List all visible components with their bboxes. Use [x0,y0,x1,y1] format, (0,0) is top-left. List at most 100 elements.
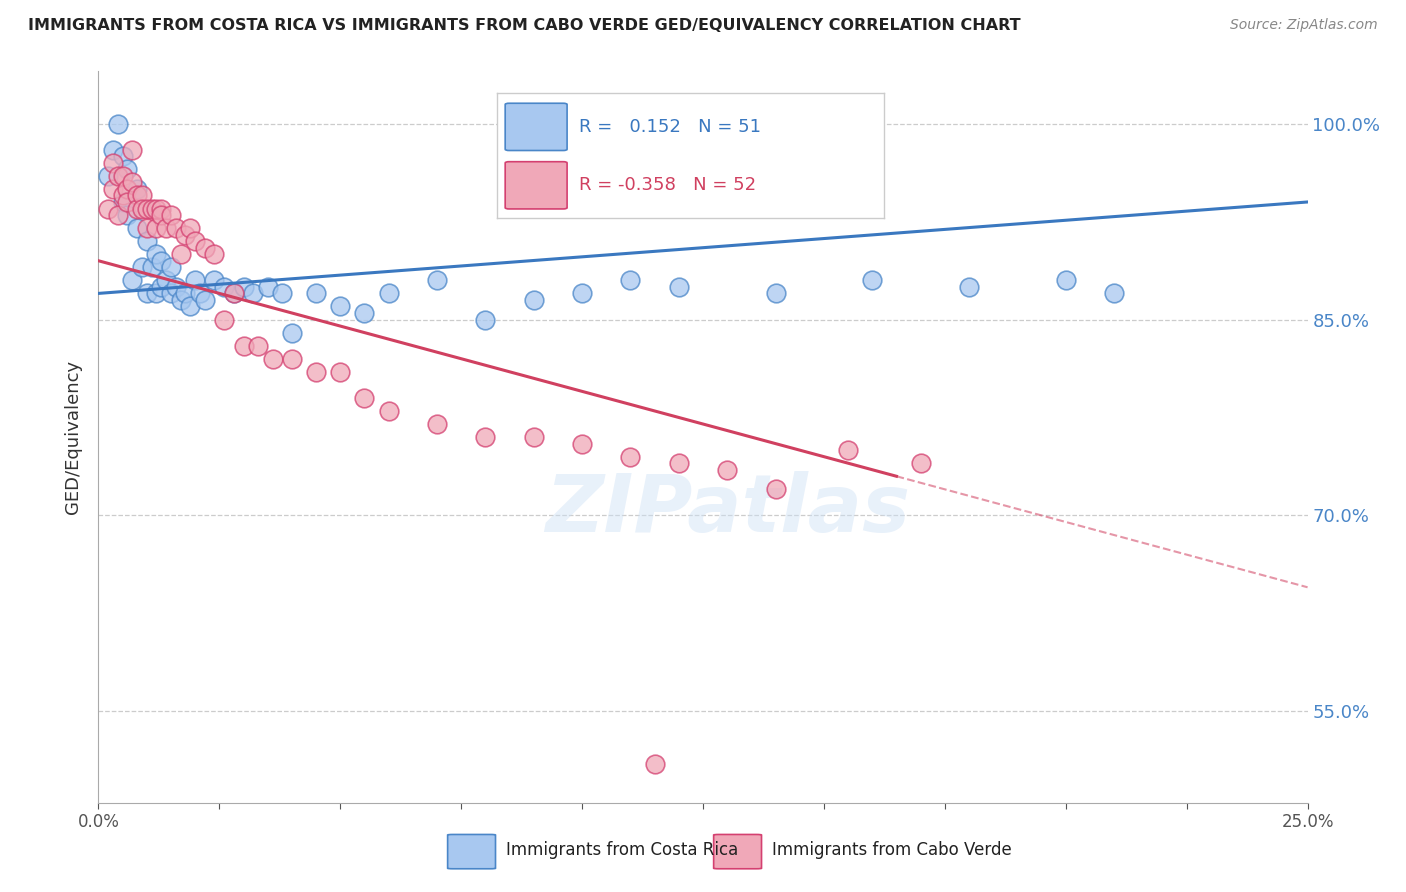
Point [150,280,173,294]
Point [305,286,328,301]
Point [305,365,328,379]
Point [107,169,129,183]
Point [329,300,352,314]
Point [957,280,980,294]
Point [135,221,157,235]
Point [194,241,217,255]
Point [1054,273,1077,287]
Point [212,312,235,326]
Point [247,339,270,353]
Point [765,483,787,497]
Point [165,280,187,294]
Point [145,247,167,261]
Point [145,202,167,216]
Point [121,143,143,157]
Point [426,417,449,431]
Point [619,273,641,287]
Point [184,273,207,287]
Point [523,430,546,444]
Text: ZIPatlas: ZIPatlas [544,471,910,549]
Point [353,306,375,320]
Point [188,286,211,301]
Point [523,293,546,307]
Point [242,286,264,301]
Point [101,156,124,170]
Point [117,182,139,196]
Point [117,208,139,222]
Point [222,286,245,301]
Text: IMMIGRANTS FROM COSTA RICA VS IMMIGRANTS FROM CABO VERDE GED/EQUIVALENCY CORRELA: IMMIGRANTS FROM COSTA RICA VS IMMIGRANTS… [28,18,1021,33]
Point [145,221,167,235]
Point [169,293,191,307]
Point [101,143,124,157]
Point [160,260,183,275]
Point [262,351,284,366]
Point [135,286,157,301]
Point [619,450,641,464]
Point [179,221,201,235]
Point [160,286,183,301]
Point [141,260,163,275]
Point [571,286,593,301]
Point [111,188,134,202]
Point [571,436,593,450]
Point [860,273,883,287]
Point [155,273,177,287]
Point [281,326,304,340]
Point [212,280,235,294]
Point [117,162,139,177]
Point [117,194,139,209]
Point [107,208,129,222]
Point [232,339,254,353]
Point [174,227,197,242]
Point [426,273,449,287]
Point [194,293,217,307]
Y-axis label: GED/Equivalency: GED/Equivalency [65,360,83,514]
Point [204,247,226,261]
Point [131,260,153,275]
Point [474,312,496,326]
Point [121,175,143,189]
Point [474,430,496,444]
Point [141,202,163,216]
Point [716,463,738,477]
Point [107,117,129,131]
Point [150,253,173,268]
Point [222,286,245,301]
Point [121,273,143,287]
Point [127,182,149,196]
Point [271,286,294,301]
Point [644,756,666,771]
Point [169,247,191,261]
Point [127,188,149,202]
Point [184,234,207,248]
Point [97,202,120,216]
Point [353,391,375,405]
Point [127,202,149,216]
Point [668,280,690,294]
Point [145,286,167,301]
Point [150,208,173,222]
Point [131,188,153,202]
Point [377,286,399,301]
Point [101,182,124,196]
Point [135,202,157,216]
Point [256,280,278,294]
Point [232,280,254,294]
Text: Source: ZipAtlas.com: Source: ZipAtlas.com [1230,18,1378,32]
Point [150,202,173,216]
Point [668,456,690,470]
Point [135,234,157,248]
Point [329,365,352,379]
Point [131,202,153,216]
Point [97,169,120,183]
Point [765,286,787,301]
Point [837,443,859,458]
Point [377,404,399,418]
Point [174,286,197,301]
Point [179,300,201,314]
Point [910,456,932,470]
Point [160,208,183,222]
Point [165,221,187,235]
Point [111,194,134,209]
